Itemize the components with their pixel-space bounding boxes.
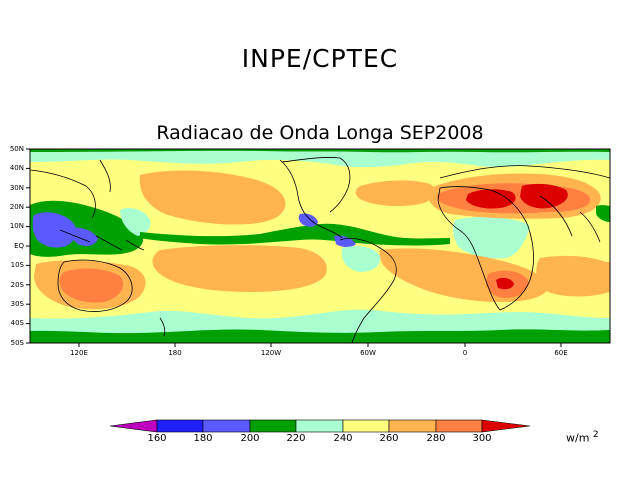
colorbar-high-arrow [481,419,531,433]
olr-region-sahara-extreme-west [466,189,516,209]
colorbar-swatch-260-280 [388,419,437,433]
olr-region-africa-light [453,217,530,259]
olr-region-maritime-continent [120,208,151,236]
olr-region-200-220-south [30,329,610,343]
colorbar-swatch-180-200 [202,419,251,433]
units-base: w/m [566,431,590,445]
lon-label: 180 [168,349,182,357]
units-exponent: 2 [592,430,599,440]
olr-region-north-atlantic-warm [355,180,436,207]
lat-label: 40N [9,164,24,172]
colorbar-swatch-280-300 [435,419,483,433]
olr-region-australia-hot [59,268,124,303]
colorbar-swatch-160-180 [156,419,204,433]
olr-region-south-indian-warm [536,255,610,297]
coast-africa [437,186,534,311]
lat-label: 40S [10,319,24,327]
olr-region-central-america-blue [298,213,318,227]
lat-label: 50S [10,339,24,347]
lon-label: 60W [360,349,376,357]
olr-region-monsoon-blue [32,212,77,248]
colorbar-label: 180 [193,433,213,444]
colorbar-label: 220 [286,433,306,444]
colorbar-swatch-240-260 [342,419,390,433]
lon-label: 0 [462,349,468,357]
coast-north-america [279,157,351,239]
colorbar-swatch-200-220 [249,419,297,433]
lon-ticks [78,343,562,347]
olr-region-sahara-extreme-east [520,183,568,209]
olr-region-east-edge-green [596,205,610,222]
lat-label: 50N [9,145,24,153]
lat-label: 30S [10,300,24,308]
lat-label: 20S [10,281,24,289]
olr-region-itcz [140,223,450,246]
colorbar-low-arrow [109,419,158,433]
organization-title: INPE/CPTEC [241,44,399,73]
coast-asia-east [30,159,111,219]
olr-region-south-africa-extreme [496,277,514,290]
lat-label: 10N [9,222,24,230]
colorbar-label: 240 [333,433,353,444]
coastlines [30,157,610,343]
lat-label: EQ [14,242,24,250]
colorbar-label: 160 [147,433,167,444]
lat-label: 10S [10,261,24,269]
olr-region-200-220-north [30,149,610,153]
lat-label: 30N [9,184,24,192]
lon-label: 120E [70,349,88,357]
lat-ticks [26,148,30,344]
olr-region-south-pacific-warm [152,245,327,292]
coast-south-america [339,238,397,343]
olr-region-amazon [341,246,381,272]
colorbar-label: 200 [240,433,260,444]
colorbar-label: 280 [426,433,446,444]
olr-region-north-pacific-warm [139,170,286,225]
olr-region-monsoon-blue-east [71,227,98,246]
colorbar-swatch-220-240 [295,419,344,433]
lat-label: 20N [9,203,24,211]
olr-region-panama-blue [334,235,356,247]
coast-australia [57,259,133,312]
colorbar-label: 300 [472,433,492,444]
lon-label: 120W [260,349,282,357]
coast-europe-asia [439,165,610,243]
coast-maritime-islands [59,229,145,251]
coast-new-zealand [159,317,166,337]
colorbar-label: 260 [379,433,399,444]
lon-label: 60E [554,349,568,357]
colorbar-units: w/m 2 [566,430,599,445]
map-title: Radiacao de Onda Longa SEP2008 [156,122,484,144]
